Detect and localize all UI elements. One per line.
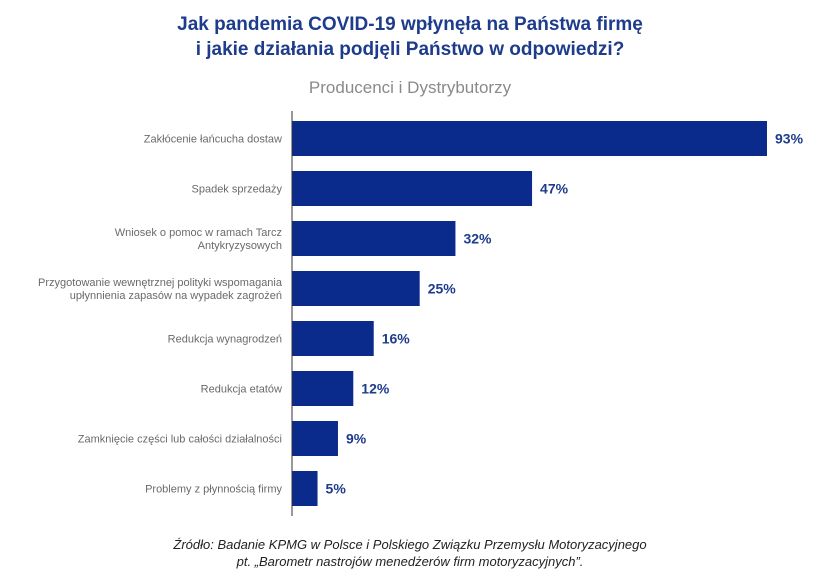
value-label-1: 93% xyxy=(775,131,804,147)
value-label-7: 9% xyxy=(346,431,367,447)
category-labels-group: Zakłócenie łańcucha dostaw Spadek sprzeda… xyxy=(38,134,283,496)
bars-group xyxy=(292,121,767,506)
source-note: Źródło: Badanie KPMG w Polsce i Polskieg… xyxy=(0,536,820,570)
value-label-8: 5% xyxy=(326,481,347,497)
source-line-1: Źródło: Badanie KPMG w Polsce i Polskieg… xyxy=(173,537,647,552)
title-line-1: Jak pandemia COVID-19 wpłynęła na Państw… xyxy=(177,14,643,35)
category-label-7: Zamknięcie części lub całości działalnoś… xyxy=(78,434,282,446)
bar-7 xyxy=(292,421,338,456)
category-label-2: Spadek sprzedaży xyxy=(192,184,283,196)
category-label-8: Problemy z płynnością firmy xyxy=(145,484,282,496)
bar-1 xyxy=(292,121,767,156)
category-label-6: Redukcja etatów xyxy=(201,384,282,396)
value-label-3: 32% xyxy=(463,231,492,247)
category-label-4-line-1: Przygotowanie wewnętrznej polityki wspom… xyxy=(38,277,283,289)
bar-3 xyxy=(292,221,456,256)
value-label-4: 25% xyxy=(428,281,457,297)
chart-title: Jak pandemia COVID-19 wpłynęła na Państw… xyxy=(0,12,820,62)
category-label-3-line-1: Wniosek o pomoc w ramach Tarcz xyxy=(115,227,282,239)
value-label-6: 12% xyxy=(361,381,390,397)
bar-2 xyxy=(292,171,533,206)
chart-subtitle: Producenci i Dystrybutorzy xyxy=(308,78,512,97)
category-label-3-line-2: Antykryzysowych xyxy=(198,240,282,252)
bar-6 xyxy=(292,371,354,406)
bar-8 xyxy=(292,471,318,506)
source-line-2: pt. „Barometr nastrojów menedżerów firm … xyxy=(236,554,584,569)
bar-5 xyxy=(292,321,374,356)
category-label-1: Zakłócenie łańcucha dostaw xyxy=(144,134,282,146)
category-label-4-line-2: upłynnienia zapasów na wypadek zagrożeń xyxy=(70,290,282,302)
value-label-2: 47% xyxy=(540,181,569,197)
bar-4 xyxy=(292,271,420,306)
title-line-2: i jakie działania podjęli Państwo w odpo… xyxy=(195,39,625,60)
value-label-5: 16% xyxy=(382,331,411,347)
category-label-5: Redukcja wynagrodzeń xyxy=(168,334,282,346)
value-labels-group: 93% 47% 32% 25% 16% 12% 9% 5% xyxy=(326,131,804,497)
